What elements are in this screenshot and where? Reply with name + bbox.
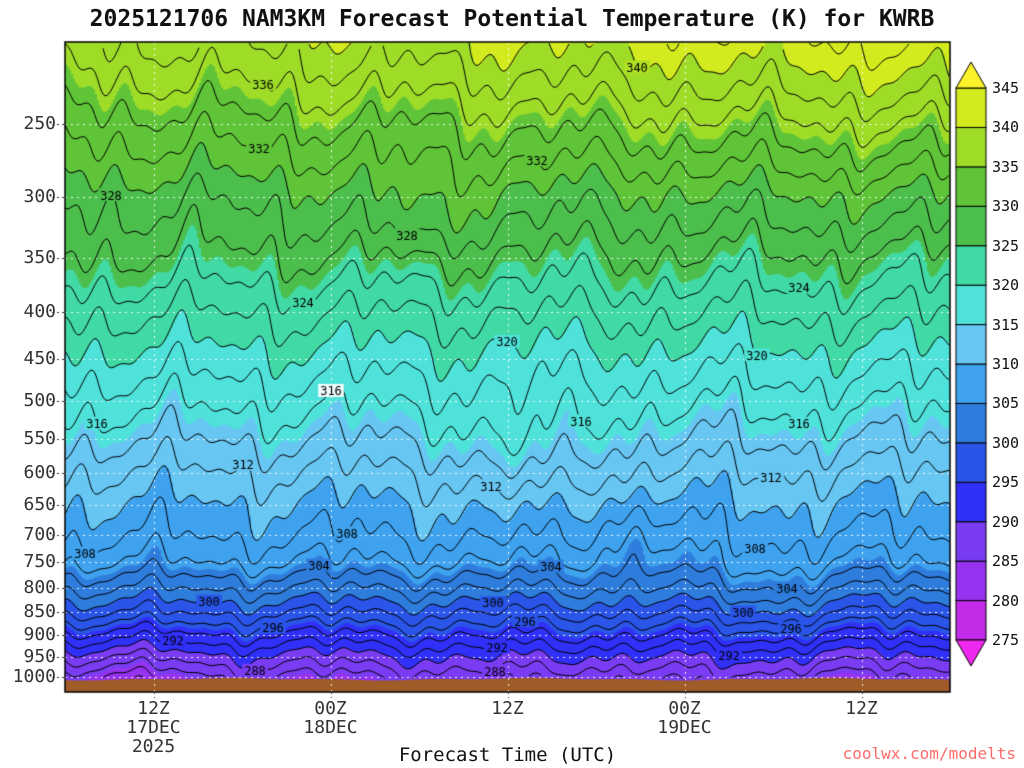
watermark-link[interactable]: coolwx.com/modelts xyxy=(842,744,1016,763)
x-axis-label: Forecast Time (UTC) xyxy=(398,744,617,766)
